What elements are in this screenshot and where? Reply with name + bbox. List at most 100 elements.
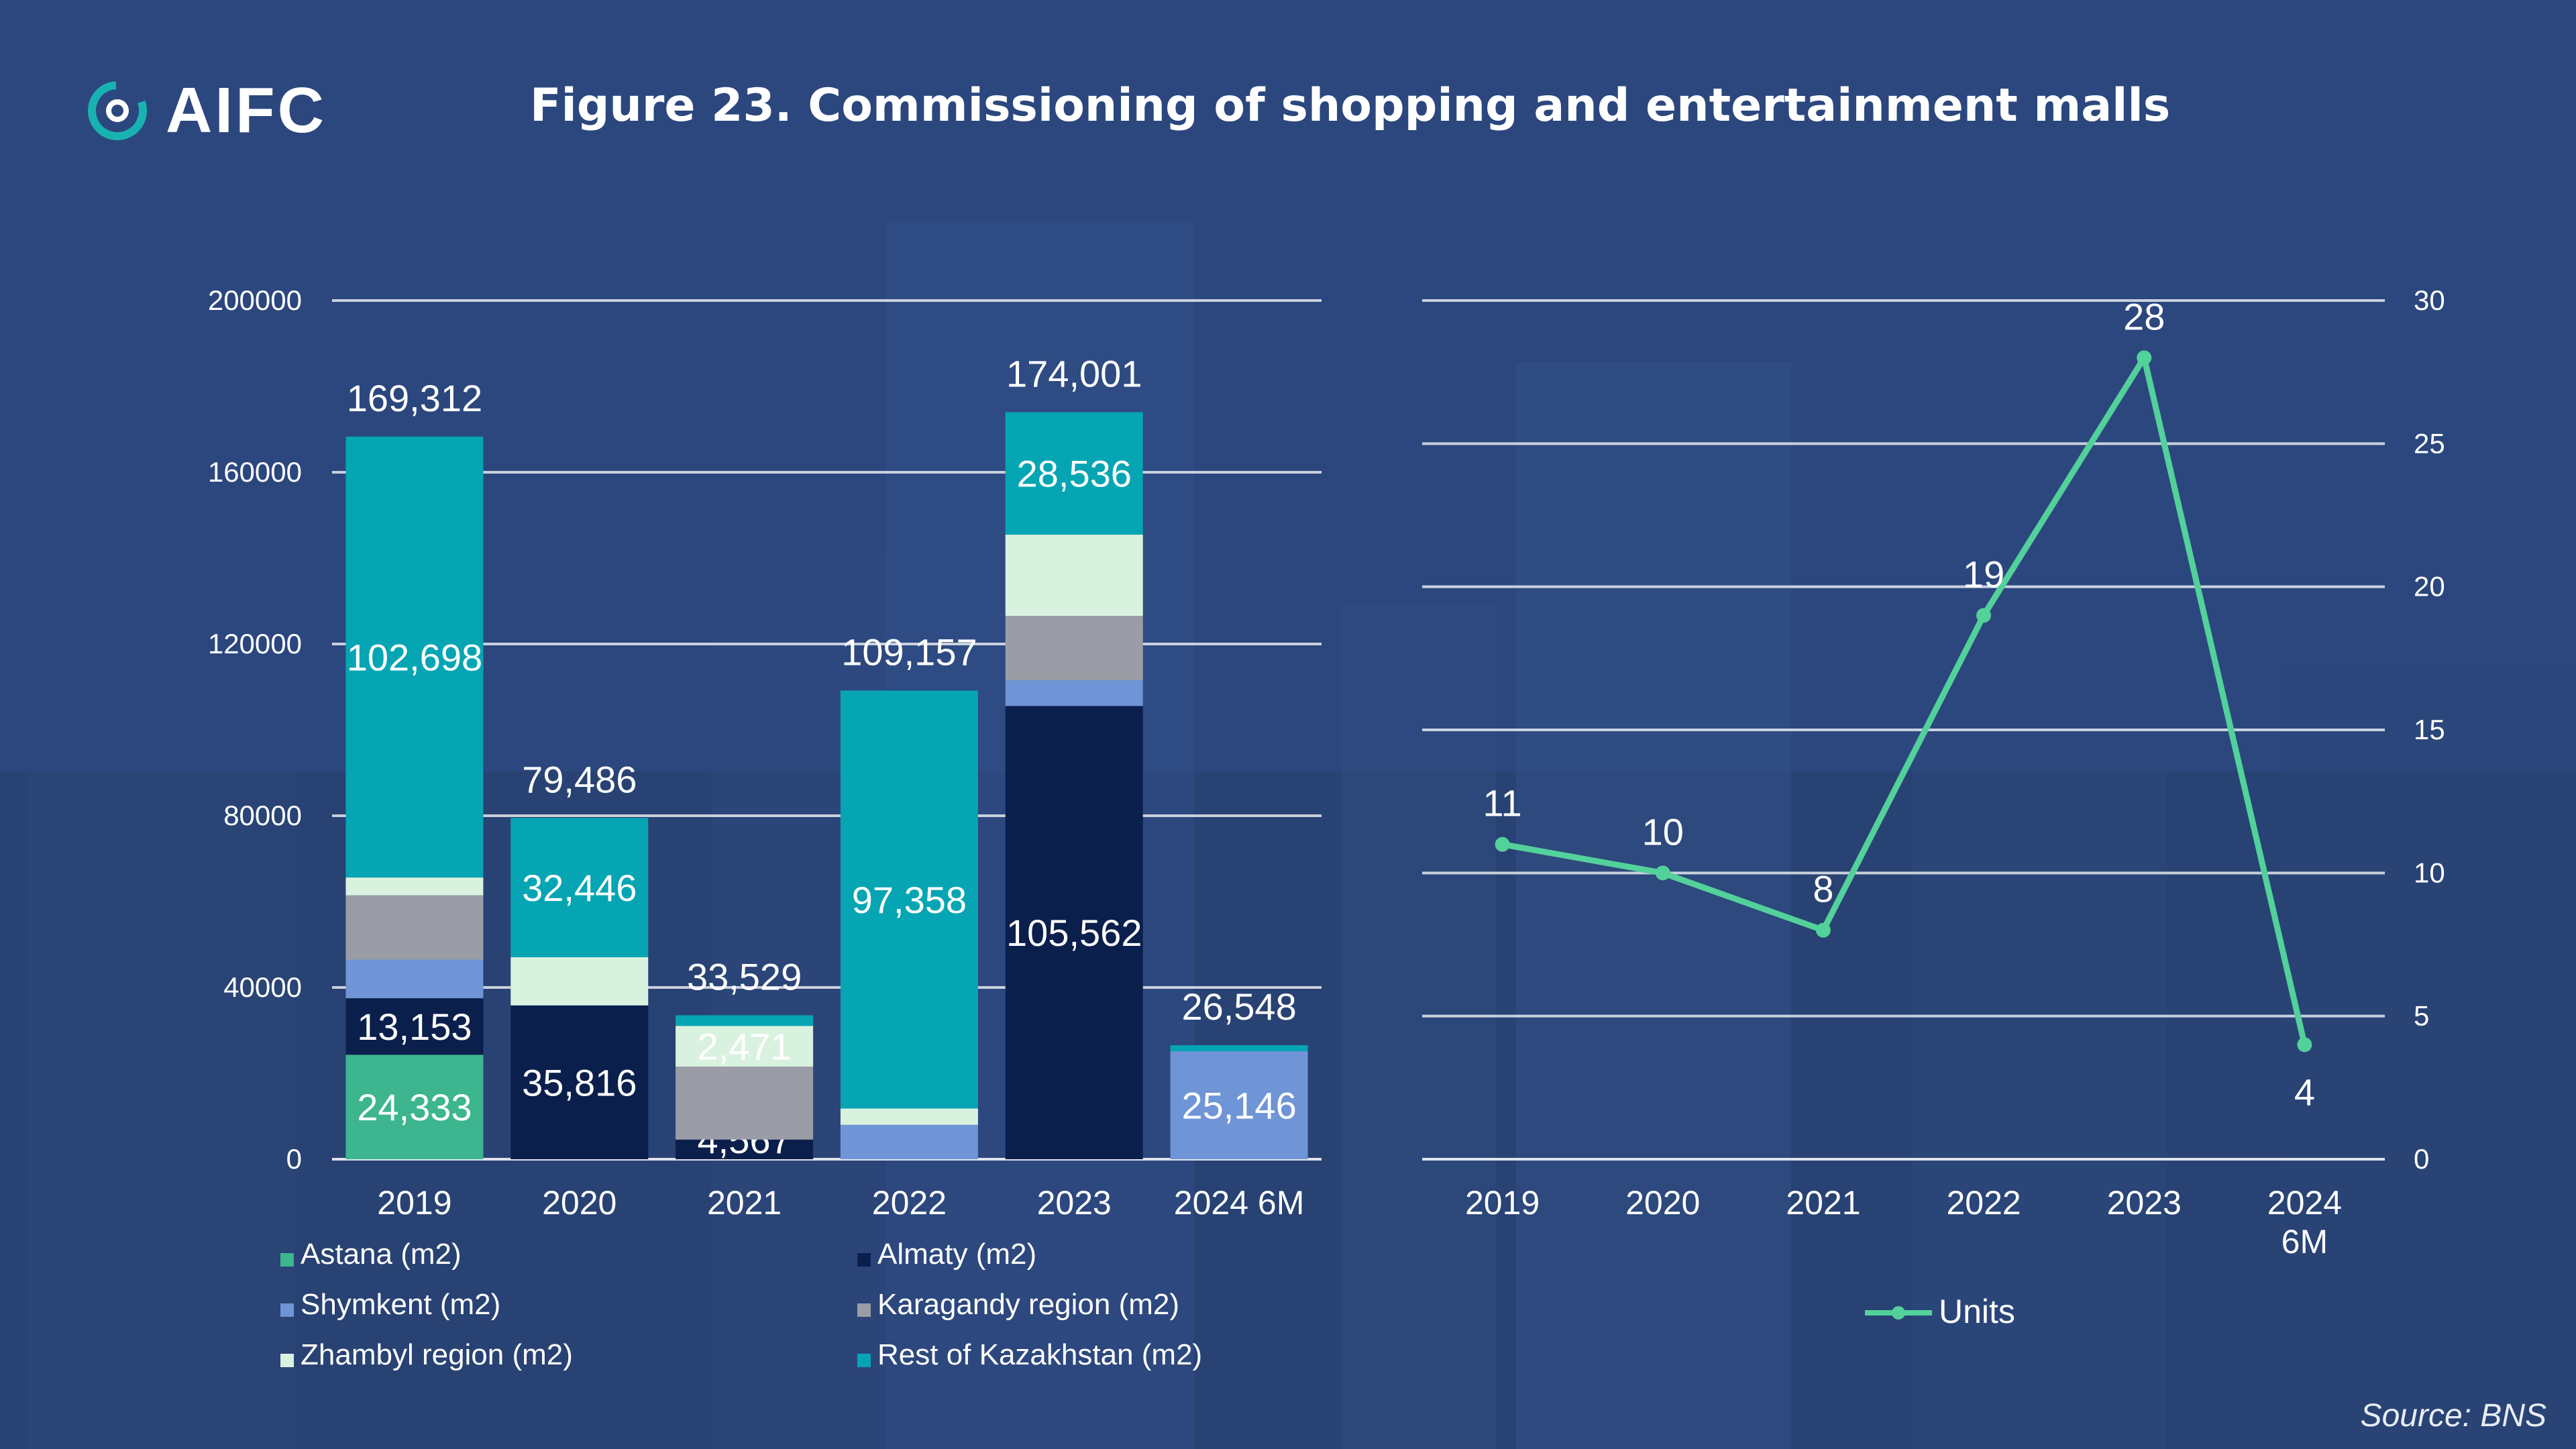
figure-title: Figure 23. Commissioning of shopping and… [530,79,2171,132]
legend-swatch [280,1253,294,1267]
bar-segment [345,998,484,1055]
legend-label: Rest of Kazakhstan (m2) [877,1338,1202,1371]
line-x-category-label: 6M [2282,1223,2328,1260]
bar-data-label: 13,153 [357,1006,472,1048]
bar-segment [676,1139,814,1159]
units-data-label: 8 [1813,868,1833,910]
line-legend-marker [1892,1306,1905,1320]
bar-segment [840,1124,978,1159]
bar-segment [345,877,484,896]
bar-segment [840,1108,978,1125]
units-point [1495,837,1510,852]
line-x-category-label: 2019 [1465,1184,1540,1222]
units-data-label: 10 [1642,810,1684,853]
bar-total-label: 79,486 [522,758,637,800]
units-point [1976,608,1992,623]
bar-segment [1005,706,1143,1159]
bar-data-label: 2,471 [698,1026,792,1068]
bar-y-tick-label: 80000 [223,800,302,831]
line-y-tick-label: 20 [2414,571,2445,602]
units-line-chart: 0 5 10 15 20 25 30 11 10 8 19 28 4 2019 2020 2021 2022 20… [1422,284,2445,1330]
bar-segment [676,1026,814,1067]
legend-label: Astana (m2) [301,1238,462,1271]
line-x-category-label: 2022 [1946,1184,2021,1222]
legend-swatch [280,1303,294,1317]
units-series-line [1501,354,2308,1046]
bar-total-label: 26,548 [1181,985,1296,1028]
line-x-category-label: 2021 [1786,1184,1860,1222]
bar-segment [511,957,649,1006]
bar-x-category-label: 2022 [872,1184,947,1222]
bar-total-label: 33,529 [687,955,802,998]
line-x-category-label: 2024 [2267,1184,2342,1222]
bar-y-tick-label: 40000 [223,971,302,1003]
legend-label: Karagandy region (m2) [877,1288,1179,1321]
bar-segment [1170,1045,1308,1052]
logo-ring-icon [88,81,147,140]
legend-swatch [857,1253,871,1267]
bar-segment [1005,616,1143,681]
bar-segment [840,690,978,1109]
line-y-tick-label: 15 [2414,714,2445,745]
line-x-category-label: 2020 [1625,1184,1700,1222]
line-y-tick-label: 30 [2414,284,2445,316]
legend-swatch [280,1354,294,1367]
stacked-bar-chart: 0 40000 80000 120000 160000 200000 24,333 13,15… [208,284,1322,1371]
bar-total-label: 109,157 [841,631,977,673]
units-data-label: 4 [2294,1071,2315,1113]
bar-y-tick-label: 160000 [208,456,302,488]
bar-x-category-label: 2021 [707,1184,782,1222]
bar-segment [345,436,484,878]
bar-x-category-label: 2020 [542,1184,616,1222]
bar-data-label: 25,146 [1181,1085,1296,1127]
line-x-category-label: 2023 [2107,1184,2182,1222]
line-y-tick-label: 0 [2414,1143,2429,1175]
units-point [2297,1037,2312,1053]
source-note: Source: BNS [2360,1398,2546,1434]
units-data-label: 11 [1483,782,1522,824]
units-point [1815,922,1831,938]
legend-label: Zhambyl region (m2) [301,1338,573,1371]
bar-total-label: 169,312 [347,377,482,419]
bar-data-label: 102,698 [347,636,482,678]
bar-x-category-label: 2019 [377,1184,451,1222]
bar-y-tick-label: 0 [286,1143,302,1175]
bar-segment [1170,1051,1308,1159]
logo-wordmark: AIFC [166,74,327,146]
bar-data-label: 105,562 [1006,912,1142,954]
line-y-tick-label: 10 [2414,857,2445,888]
bar-total-label: 174,001 [1006,352,1142,394]
units-point [1655,865,1670,881]
legend-swatch [857,1354,871,1367]
bar-data-label: 24,333 [357,1086,472,1128]
bar-data-label: 97,358 [852,879,967,921]
bar-y-tick-label: 200000 [208,284,302,316]
bar-x-category-label: 2024 6M [1174,1184,1305,1222]
bar-segment [345,1055,484,1159]
legend-swatch [857,1303,871,1317]
units-data-label: 28 [2123,295,2165,337]
bar-data-label: 28,536 [1017,453,1132,495]
units-point [2137,350,2152,366]
bar-segment [345,959,484,999]
bar-segment [676,1015,814,1026]
aifc-logo: AIFC [84,70,327,151]
units-data-label: 19 [1963,553,2004,595]
bar-segment [676,1066,814,1140]
legend-label: Almaty (m2) [877,1238,1036,1271]
line-y-tick-label: 25 [2414,427,2445,459]
bar-segment [511,818,649,957]
legend-label: Shymkent (m2) [301,1288,500,1321]
bar-data-label: 35,816 [522,1061,637,1104]
bar-segment [345,895,484,960]
bar-y-tick-label: 120000 [208,628,302,659]
bar-data-label: 32,446 [522,867,637,909]
bar-x-category-label: 2023 [1037,1184,1112,1222]
bar-segment [1005,680,1143,706]
line-legend-label: Units [1939,1293,2015,1330]
bar-segment [1005,412,1143,535]
line-y-tick-label: 5 [2414,1000,2429,1032]
bar-segment [1005,535,1143,616]
bar-segment [511,1005,649,1159]
